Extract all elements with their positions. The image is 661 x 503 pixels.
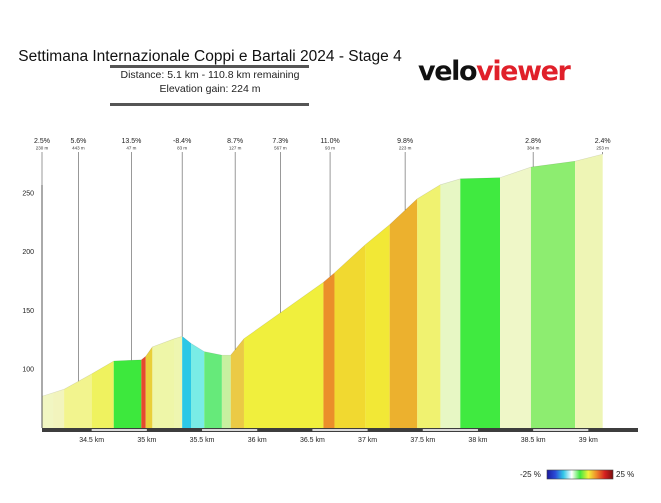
gradient-labels: 2.5%230 m 5.6%443 m 13.5%47 m -8.4%83 m 8.7%… <box>34 138 611 151</box>
gradient-label-8: 2.8% <box>525 138 541 145</box>
profile-segment-5 <box>141 356 146 428</box>
gradient-label-5: 7.3% <box>272 138 288 145</box>
axes: 100 150 200 250 34.5 km 35 km 35.5 km 36 km 36.5… <box>22 185 638 480</box>
gradient-label-3: -8.4% <box>173 138 191 145</box>
gradient-label-2: 13.5% <box>121 138 141 145</box>
y-tick-label-2: 200 <box>22 249 34 256</box>
profile-segment-11 <box>204 351 222 428</box>
altitude-label-2: 47 m <box>126 146 136 151</box>
profile-segment-13 <box>230 338 244 428</box>
x-tick-label-1: 35 km <box>137 437 156 444</box>
x-axis-stripe-2 <box>202 429 258 431</box>
profile-segment-24 <box>575 154 603 428</box>
profile-segment-14 <box>243 282 324 428</box>
gradient-color-scale <box>546 469 614 480</box>
profile-segment-8 <box>174 336 183 428</box>
altitude-label-3: 83 m <box>177 146 187 151</box>
gradient-label-7: 9.8% <box>397 138 413 145</box>
profile-segment-0 <box>42 392 54 428</box>
profile-segment-12 <box>221 355 231 428</box>
chart-title: Settimana Internazionale Coppi e Bartali… <box>18 48 402 65</box>
profile-segment-9 <box>182 336 191 428</box>
altitude-label-1: 443 m <box>72 146 85 151</box>
elevation-subtitle: Elevation gain: 224 m <box>159 83 261 95</box>
profile-segment-20 <box>440 178 461 428</box>
profile-segment-15 <box>323 272 335 428</box>
profile-segment-23 <box>530 161 576 428</box>
altitude-label-7: 223 m <box>399 146 412 151</box>
x-axis-stripe-0 <box>91 429 147 431</box>
x-tick-label-9: 39 km <box>579 437 598 444</box>
gradient-label-9: 2.4% <box>595 138 611 145</box>
gradient-label-6: 11.0% <box>320 138 339 145</box>
x-tick-label-2: 35.5 km <box>190 437 215 444</box>
altitude-label-9: 253 m <box>596 146 609 151</box>
distance-subtitle: Distance: 5.1 km - 110.8 km remaining <box>120 69 300 81</box>
profile-segment-17 <box>365 224 390 428</box>
profile-segment-2 <box>64 373 92 428</box>
x-axis-stripe-6 <box>422 429 478 431</box>
x-tick-label-3: 36 km <box>248 437 267 444</box>
altitude-label-8: 384 m <box>527 146 540 151</box>
legend-min-label: -25 % <box>520 470 541 479</box>
y-tick-label-3: 250 <box>22 190 34 197</box>
x-axis-stripe-8 <box>533 429 589 431</box>
x-tick-label-8: 38.5 km <box>521 437 546 444</box>
x-axis-stripe-4 <box>312 429 368 431</box>
profile-segment-22 <box>500 167 531 428</box>
y-tick-label-0: 100 <box>22 367 34 374</box>
profile-segments <box>41 153 603 428</box>
profile-segment-16 <box>334 244 366 428</box>
altitude-label-6: 93 m <box>325 146 335 151</box>
profile-segment-19 <box>417 184 441 428</box>
gradient-label-4: 8.7% <box>227 138 243 145</box>
subtitle-rule-top <box>110 65 309 68</box>
legend-max-label: 25 % <box>616 470 635 479</box>
profile-segment-10 <box>191 343 205 428</box>
profile-segment-7 <box>152 338 175 428</box>
altitude-label-0: 230 m <box>36 146 49 151</box>
logo-text-viewer: viewer <box>476 56 571 87</box>
profile-segment-4 <box>113 359 142 428</box>
x-tick-label-6: 37.5 km <box>410 437 435 444</box>
profile-segment-3 <box>91 360 114 428</box>
x-tick-label-0: 34.5 km <box>79 437 104 444</box>
profile-segment-21 <box>460 177 501 428</box>
profile-outline <box>41 153 603 397</box>
x-tick-label-7: 38 km <box>468 437 487 444</box>
profile-segment-1 <box>53 389 65 428</box>
profile-segment-6 <box>145 346 153 428</box>
y-tick-label-1: 150 <box>22 308 34 315</box>
veloviewer-logo[interactable]: veloviewer <box>418 56 571 87</box>
logo-text-velo: velo <box>418 56 478 87</box>
profile-segment-18 <box>389 198 418 428</box>
x-tick-label-4: 36.5 km <box>300 437 325 444</box>
gradient-label-1: 5.6% <box>70 138 86 145</box>
altitude-label-5: 567 m <box>274 146 287 151</box>
altitude-label-4: 127 m <box>229 146 242 151</box>
x-tick-label-5: 37 km <box>358 437 377 444</box>
gradient-label-0: 2.5% <box>34 138 50 145</box>
subtitle-rule-bottom <box>110 103 309 106</box>
